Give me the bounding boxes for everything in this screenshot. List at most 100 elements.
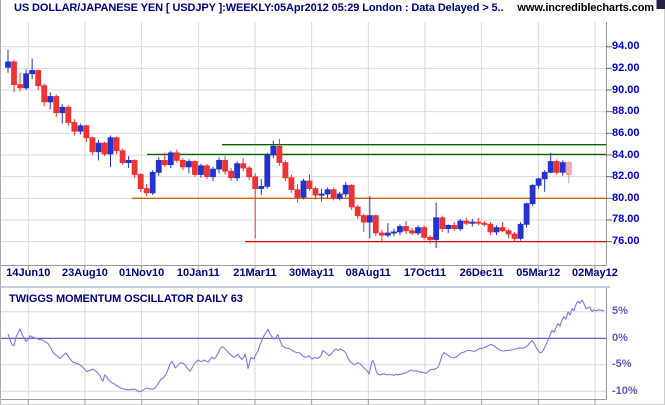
candle-up <box>342 182 349 198</box>
candle-up <box>523 202 530 228</box>
price-axis-label: 78.00 <box>612 213 640 226</box>
candle-down <box>11 59 17 93</box>
candle-down <box>372 214 379 237</box>
candle-up <box>445 224 452 233</box>
date-axis-label: 30May11 <box>288 267 335 279</box>
candle-up <box>264 152 271 189</box>
candle-down <box>222 156 229 175</box>
candle-down <box>312 186 319 200</box>
candle-down <box>330 187 337 201</box>
candle-down <box>439 215 446 232</box>
price-axis-label: 90.00 <box>612 83 640 96</box>
candle-down <box>191 160 198 177</box>
candle-up <box>47 92 54 110</box>
candle-down <box>378 229 385 243</box>
candle-up <box>234 161 241 181</box>
candle-up <box>493 225 500 236</box>
candle-up <box>433 202 440 249</box>
candle-up <box>529 184 536 206</box>
price-axis-label: 94.00 <box>612 40 640 53</box>
date-axis-label: 17Oct11 <box>403 267 447 279</box>
candle-up <box>541 170 548 192</box>
candlesticks <box>5 49 572 249</box>
candle-down <box>306 174 313 191</box>
date-axis-label: 14Jun10 <box>6 267 51 279</box>
candle-down <box>119 148 126 165</box>
candle-up <box>390 228 397 237</box>
date-axis-label: 02May12 <box>572 267 618 279</box>
candle-up <box>5 49 11 73</box>
candle-current <box>565 161 572 184</box>
candle-down <box>89 136 96 155</box>
candle-down <box>131 159 138 178</box>
candle-down <box>65 105 72 126</box>
candle-up <box>324 187 331 199</box>
candle-down <box>71 119 78 136</box>
date-axis-label: 01Nov10 <box>118 267 165 279</box>
osc-axis-label: -5% <box>612 358 632 371</box>
candle-up <box>366 196 373 239</box>
candle-up <box>384 223 391 238</box>
candle-up <box>559 160 566 176</box>
price-axis-label: 88.00 <box>612 105 640 118</box>
osc-axis-label: 0% <box>612 331 628 344</box>
candle-down <box>246 165 253 180</box>
candle-down <box>101 142 108 157</box>
panel-separator <box>0 286 610 288</box>
brand-watermark: www.incrediblecharts.com <box>517 2 654 14</box>
candle-down <box>421 225 428 240</box>
corner-mark <box>656 0 665 9</box>
candle-up <box>107 135 114 167</box>
candle-up <box>216 157 223 174</box>
candle-down <box>427 235 434 244</box>
chart-title: US DOLLAR/JAPANESE YEN [ USDJPY ]:WEEKLY… <box>14 2 504 14</box>
candle-up <box>318 188 325 202</box>
candle-up <box>396 224 403 236</box>
candle-up <box>149 170 156 196</box>
candle-up <box>535 177 542 189</box>
candle-down <box>403 221 409 235</box>
candle-up <box>469 218 476 227</box>
candle-down <box>83 124 90 142</box>
candle-up <box>517 222 524 241</box>
candle-up <box>155 157 162 176</box>
candle-down <box>143 184 150 197</box>
candle-up <box>23 69 30 90</box>
candle-down <box>360 213 367 232</box>
osc-axis-label: 5% <box>612 305 628 318</box>
candle-down <box>228 168 235 181</box>
candle-down <box>354 204 361 219</box>
candle-down <box>511 231 518 242</box>
candle-up <box>95 139 102 161</box>
oscillator-title: TWIGGS MOMENTUM OSCILLATOR DAILY 63 <box>9 293 243 305</box>
candle-down <box>294 184 301 203</box>
candle-down <box>276 138 283 166</box>
date-axis-label: 08Aug11 <box>345 267 391 279</box>
candle-down <box>41 83 48 107</box>
candle-down <box>409 227 415 236</box>
candle-up <box>125 156 132 168</box>
candle-up <box>29 58 36 80</box>
price-axis-label: 80.00 <box>612 191 640 204</box>
candle-up <box>336 191 343 201</box>
candle-down <box>113 136 120 154</box>
candle-up <box>185 159 192 174</box>
candle-up <box>167 150 174 168</box>
candle-up <box>59 104 66 124</box>
date-axis-label: 23Aug10 <box>62 267 108 279</box>
candle-down <box>137 173 144 192</box>
candle-up <box>547 152 554 174</box>
candle-up <box>198 163 204 178</box>
candle-down <box>240 158 247 172</box>
date-axis-label: 26Dec11 <box>459 267 504 279</box>
candle-down <box>475 217 482 226</box>
candle-up <box>210 166 216 181</box>
price-axis-label: 76.00 <box>612 235 640 248</box>
oscillator-line <box>7 299 604 393</box>
candle-down <box>348 184 355 211</box>
candle-down <box>288 174 295 193</box>
candle-up <box>300 178 307 200</box>
candle-down <box>252 173 259 239</box>
